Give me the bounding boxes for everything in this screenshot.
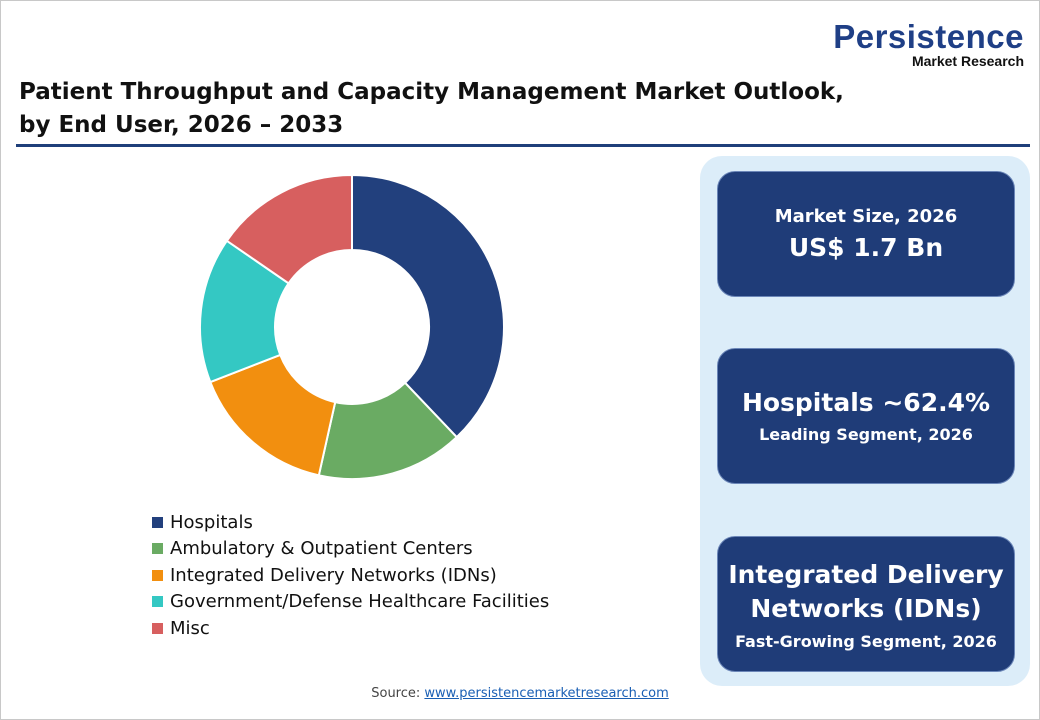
legend-item: Integrated Delivery Networks (IDNs)	[152, 562, 549, 589]
legend-item: Government/Defense Healthcare Facilities	[152, 589, 549, 616]
card-label: Fast-Growing Segment, 2026	[735, 631, 997, 651]
legend-label: Misc	[170, 617, 210, 639]
legend-label: Hospitals	[170, 511, 253, 533]
legend-label: Ambulatory & Outpatient Centers	[170, 538, 473, 560]
title-line2: by End User, 2026 – 2033	[19, 112, 344, 138]
legend-swatch	[152, 569, 163, 581]
logo: Persistence Market Research	[816, 18, 1024, 69]
title-line1: Patient Throughput and Capacity Manageme…	[19, 79, 844, 105]
source: Source: www.persistencemarketresearch.co…	[0, 686, 1040, 701]
card-value-line2: Networks (IDNs)	[750, 593, 982, 623]
divider	[16, 144, 1030, 147]
legend-label: Integrated Delivery Networks (IDNs)	[170, 564, 497, 586]
card-value: Hospitals ~62.4%	[741, 388, 991, 417]
slice-hospitals	[351, 173, 505, 439]
legend-item: Hospitals	[152, 509, 549, 536]
legend-swatch	[152, 543, 163, 555]
legend-swatch	[152, 516, 163, 528]
market-size-card: Market Size, 2026 US$ 1.7 Bn	[717, 171, 1015, 297]
card-label: Leading Segment, 2026	[759, 425, 973, 444]
source-link[interactable]: www.persistencemarketresearch.com	[424, 686, 669, 701]
legend-swatch	[152, 622, 163, 634]
logo-line2: Market Research	[911, 53, 1024, 69]
leading-segment-card: Hospitals ~62.4% Leading Segment, 2026	[717, 348, 1015, 484]
legend-swatch	[152, 596, 163, 608]
legend: Hospitals Ambulatory & Outpatient Centers…	[152, 509, 549, 642]
logo-line1: Persistence	[833, 18, 1024, 55]
legend-label: Government/Defense Healthcare Facilities	[170, 591, 550, 613]
slice-misc	[225, 173, 353, 285]
legend-item: Misc	[152, 615, 549, 642]
card-value-line1: Integrated Delivery	[728, 559, 1004, 589]
chart-title: Patient Throughput and Capacity Manageme…	[19, 76, 844, 142]
source-label: Source:	[371, 686, 421, 701]
donut-chart	[199, 173, 505, 480]
card-value: US$ 1.7 Bn	[788, 233, 944, 262]
card-label: Market Size, 2026	[774, 206, 958, 227]
fast-growing-card: Integrated Delivery Networks (IDNs) Fast…	[717, 536, 1015, 672]
legend-item: Ambulatory & Outpatient Centers	[152, 536, 549, 563]
